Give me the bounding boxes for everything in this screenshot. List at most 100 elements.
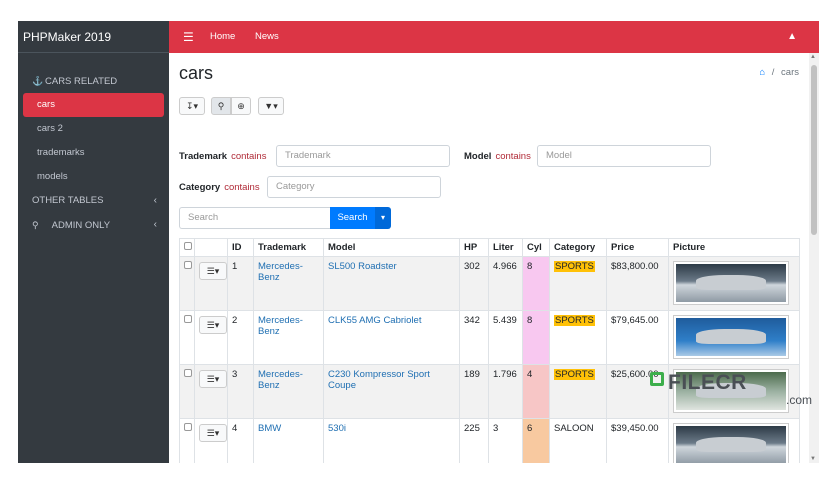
row-checkbox[interactable] xyxy=(184,261,192,269)
row-actions-cell: ☰▾ xyxy=(194,364,228,419)
search-options-dropdown[interactable]: ▾ xyxy=(375,207,391,229)
table-row: ☰▾ 2 Mercedes- Benz CLK55 AMG Cabriolet 3… xyxy=(179,310,800,365)
model-text: CLK55 AMG Cabriolet xyxy=(328,315,422,326)
trademark-text: Benz xyxy=(258,326,280,337)
column-header-picture[interactable]: Picture xyxy=(668,238,800,257)
category-filter-input[interactable]: Category xyxy=(267,176,441,198)
cell-model: CLK55 AMG Cabriolet xyxy=(323,310,460,365)
column-header-category[interactable]: Category xyxy=(549,238,607,257)
search-input[interactable]: Search xyxy=(179,207,330,229)
row-actions-button[interactable]: ☰▾ xyxy=(199,316,227,334)
breadcrumb: ⌂ / cars xyxy=(759,67,799,78)
trademark-text: Mercedes- xyxy=(258,315,303,326)
row-select-cell xyxy=(179,256,195,311)
car-thumbnail[interactable] xyxy=(673,261,789,305)
trademark-text: Mercedes- xyxy=(258,261,303,272)
row-actions-cell: ☰▾ xyxy=(194,310,228,365)
model-link[interactable]: SL500 Roadster xyxy=(328,261,397,272)
model-link[interactable]: 530i xyxy=(328,423,346,434)
category-badge: SPORTS xyxy=(554,261,595,272)
column-header-trademark[interactable]: Trademark xyxy=(253,238,324,257)
home-icon[interactable]: ⌂ xyxy=(759,67,766,78)
cell-trademark: BMW xyxy=(253,418,324,463)
scroll-down-arrow[interactable]: ▼ xyxy=(810,456,816,462)
row-actions-button[interactable]: ☰▾ xyxy=(199,262,227,280)
scroll-up-arrow[interactable]: ▲ xyxy=(810,54,816,60)
search-panel-button[interactable]: ⚲ xyxy=(211,97,231,115)
sidebar-section-cars-related[interactable]: ⚓ CARS RELATED xyxy=(18,69,169,93)
trademark-link[interactable]: Mercedes- Benz xyxy=(258,369,303,391)
row-checkbox[interactable] xyxy=(184,369,192,377)
filter-button[interactable]: ▼▾ xyxy=(258,97,284,115)
key-icon: ⚲ xyxy=(32,220,39,230)
sidebar-item-models[interactable]: models xyxy=(37,171,68,182)
column-header-model[interactable]: Model xyxy=(323,238,460,257)
watermark-text: FILECR xyxy=(668,371,747,394)
column-header-price[interactable]: Price xyxy=(606,238,669,257)
filter-operator: contains xyxy=(224,182,260,193)
sidebar-section-label: OTHER TABLES xyxy=(32,195,104,206)
trademark-text: Benz xyxy=(258,380,280,391)
column-header-hp[interactable]: HP xyxy=(459,238,489,257)
cell-price: $39,450.00 xyxy=(606,418,669,463)
row-actions-button[interactable]: ☰▾ xyxy=(199,424,227,442)
model-link[interactable]: C230 Kompressor Sport Coupe xyxy=(328,369,430,391)
nav-link-home[interactable]: Home xyxy=(210,31,236,42)
sidebar-item-cars-2[interactable]: cars 2 xyxy=(37,123,63,134)
cell-picture xyxy=(668,364,800,419)
cell-hp: 225 xyxy=(459,418,489,463)
nav-link-news[interactable]: News xyxy=(255,31,279,42)
column-header-cyl[interactable]: Cyl xyxy=(522,238,550,257)
trademark-link[interactable]: BMW xyxy=(258,423,281,434)
chevron-left-icon: ‹ xyxy=(153,219,157,230)
cell-cyl: 4 xyxy=(522,364,550,419)
cars-table: ID Trademark Model HP Liter Cyl Category… xyxy=(179,238,800,463)
trademark-text: Benz xyxy=(258,272,280,283)
vertical-scrollbar[interactable]: ▲ ▼ xyxy=(809,53,819,463)
model-filter-input[interactable]: Model xyxy=(537,145,711,167)
select-all-checkbox[interactable] xyxy=(184,242,192,250)
row-select-cell xyxy=(179,418,195,463)
cell-liter: 3 xyxy=(488,418,523,463)
cell-liter: 5.439 xyxy=(488,310,523,365)
row-checkbox[interactable] xyxy=(184,423,192,431)
car-thumbnail[interactable] xyxy=(673,315,789,359)
row-checkbox[interactable] xyxy=(184,315,192,323)
trademark-filter-input[interactable]: Trademark xyxy=(276,145,450,167)
bell-icon[interactable]: ▲ xyxy=(787,31,797,42)
column-header-liter[interactable]: Liter xyxy=(488,238,523,257)
model-link[interactable]: CLK55 AMG Cabriolet xyxy=(328,315,421,326)
cell-model: SL500 Roadster xyxy=(323,256,460,311)
chevron-left-icon: ‹ xyxy=(153,195,157,206)
row-actions-button[interactable]: ☰▾ xyxy=(199,370,227,388)
trademark-link[interactable]: Mercedes- Benz xyxy=(258,315,303,337)
trademark-text: BMW xyxy=(258,423,282,434)
category-filter-label: Category contains xyxy=(179,182,260,193)
column-header-id[interactable]: ID xyxy=(227,238,254,257)
search-button[interactable]: Search xyxy=(330,207,375,229)
sidebar-section-other-tables[interactable]: OTHER TABLES ‹ xyxy=(18,189,169,213)
filter-label-text: Trademark xyxy=(179,151,228,162)
page-title: cars xyxy=(179,63,214,83)
trademark-link[interactable]: Mercedes- Benz xyxy=(258,261,303,283)
cell-category: SPORTS xyxy=(549,364,607,419)
cell-category: SPORTS xyxy=(549,256,607,311)
filter-label-text: Category xyxy=(179,182,221,193)
cell-liter: 4.966 xyxy=(488,256,523,311)
car-thumbnail[interactable] xyxy=(673,369,789,413)
export-button[interactable]: ↧▾ xyxy=(179,97,205,115)
row-actions-cell: ☰▾ xyxy=(194,418,228,463)
sidebar: PHPMaker 2019 ⚓ CARS RELATED cars cars 2 … xyxy=(18,21,169,463)
hamburger-icon[interactable]: ☰ xyxy=(183,30,194,44)
sidebar-section-admin-only[interactable]: ⚲ ADMIN ONLY ‹ xyxy=(18,213,169,237)
cell-liter: 1.796 xyxy=(488,364,523,419)
advanced-search-button[interactable]: ⊕ xyxy=(231,97,251,115)
cell-model: 530i xyxy=(323,418,460,463)
cell-model: C230 Kompressor Sport Coupe xyxy=(323,364,460,419)
car-thumbnail[interactable] xyxy=(673,423,789,463)
sidebar-item-trademarks[interactable]: trademarks xyxy=(37,147,85,158)
trademark-text: Mercedes- xyxy=(258,369,303,380)
scrollbar-thumb[interactable] xyxy=(811,65,817,235)
sidebar-item-cars[interactable]: cars xyxy=(23,93,164,117)
brand-title[interactable]: PHPMaker 2019 xyxy=(18,21,169,53)
